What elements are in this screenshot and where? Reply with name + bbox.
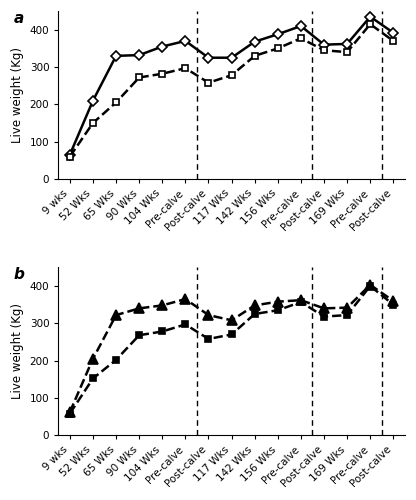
Text: b: b (13, 268, 24, 282)
Y-axis label: Live weight (Kg): Live weight (Kg) (11, 47, 24, 143)
Text: a: a (13, 11, 24, 26)
Y-axis label: Live weight (Kg): Live weight (Kg) (11, 303, 24, 399)
